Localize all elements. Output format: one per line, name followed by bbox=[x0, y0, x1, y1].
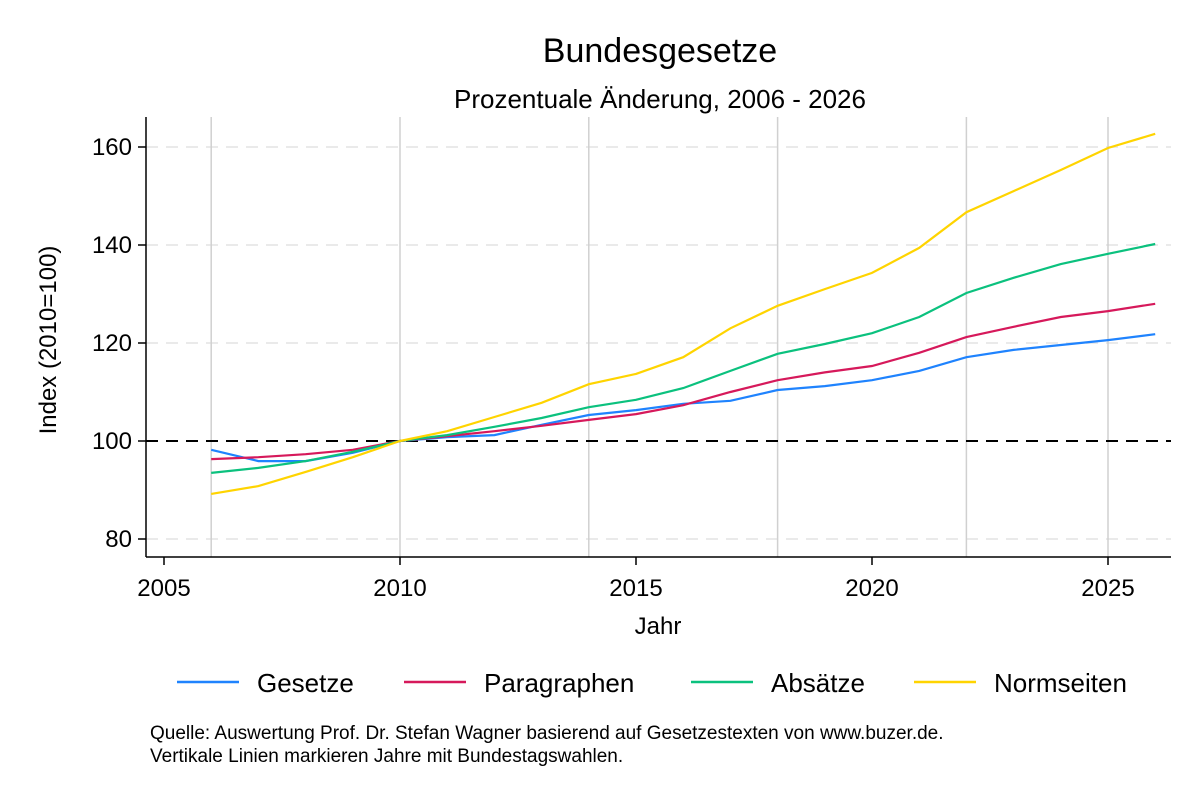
source-note: Quelle: Auswertung Prof. Dr. Stefan Wagn… bbox=[150, 723, 944, 744]
legend-label-paragraphen: Paragraphen bbox=[484, 668, 634, 698]
series-line-absätze bbox=[211, 242, 1156, 474]
series-line-paragraphen bbox=[211, 302, 1156, 461]
x-tick-label: 2005 bbox=[137, 575, 190, 602]
legend-label-absätze: Absätze bbox=[771, 668, 865, 698]
x-tick-label: 2020 bbox=[845, 575, 898, 602]
chart-title: Bundesgesetze bbox=[543, 32, 777, 70]
y-tick-label: 140 bbox=[92, 232, 132, 259]
x-tick-label: 2015 bbox=[609, 575, 662, 602]
y-tick-label: 120 bbox=[92, 330, 132, 357]
series-line-gesetze bbox=[210, 333, 1156, 463]
y-axis-label: Index (2010=100) bbox=[35, 246, 62, 435]
legend-label-normseiten: Normseiten bbox=[994, 668, 1127, 698]
y-tick-label: 160 bbox=[92, 134, 132, 161]
chart-subtitle: Prozentuale Änderung, 2006 - 2026 bbox=[454, 84, 866, 114]
x-axis-label: Jahr bbox=[635, 613, 682, 640]
election-note: Vertikale Linien markieren Jahre mit Bun… bbox=[150, 746, 623, 767]
y-tick-label: 80 bbox=[105, 526, 132, 553]
x-tick-label: 2025 bbox=[1081, 575, 1134, 602]
series-line-normseiten bbox=[211, 132, 1156, 495]
legend-label-gesetze: Gesetze bbox=[257, 668, 354, 698]
y-tick-label: 100 bbox=[92, 428, 132, 455]
x-tick-label: 2010 bbox=[373, 575, 426, 602]
